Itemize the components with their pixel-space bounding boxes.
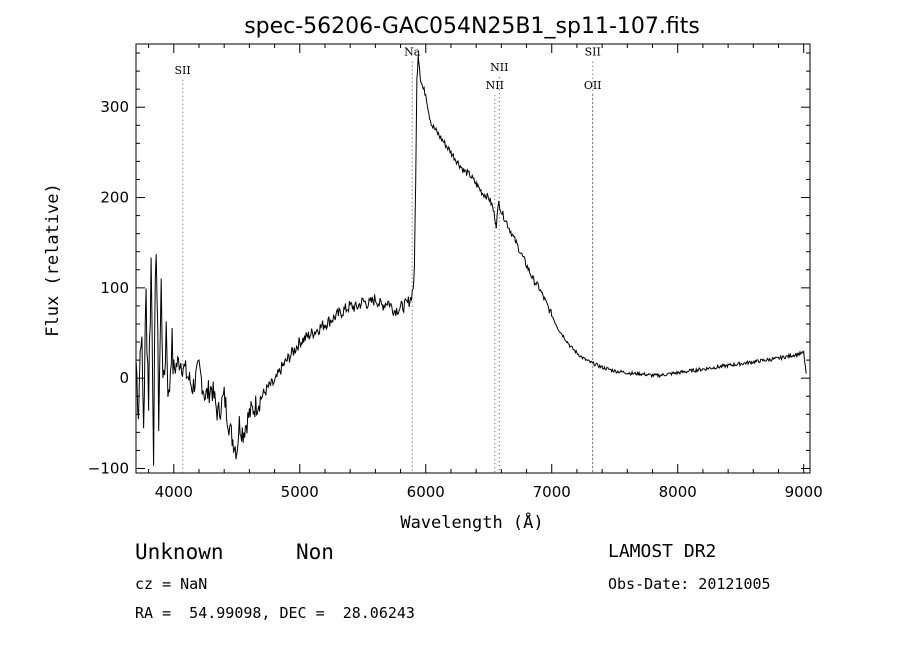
y-tick-label: 100	[100, 279, 129, 297]
y-tick-label: 0	[119, 369, 129, 387]
series-layer	[135, 54, 807, 466]
line-label-0: SII	[174, 64, 190, 77]
x-axis-label: Wavelength (Å)	[400, 511, 543, 533]
line-label-2: NII	[486, 79, 504, 92]
x-tick-label: 9000	[785, 483, 823, 501]
plot-border	[135, 43, 811, 474]
survey-name: LAMOST DR2	[608, 541, 717, 562]
x-tick-label: 6000	[407, 483, 445, 501]
y-axis-ticks: −100 0 100 200 300	[88, 52, 810, 477]
chart-title: spec-56206-GAC054N25B1_sp11-107.fits	[244, 14, 700, 39]
x-tick-label: 4000	[155, 483, 193, 501]
y-tick-label: 200	[100, 189, 129, 207]
line-label-4: OII	[584, 79, 602, 92]
x-axis-ticks: 4000 5000 6000 7000 8000 9000	[148, 44, 823, 501]
y-tick-label: −100	[88, 459, 129, 477]
line-label-5: SII	[585, 46, 601, 59]
coordinates: RA = 54.99098, DEC = 28.06243	[135, 604, 415, 622]
redshift-value: cz = NaN	[135, 575, 208, 593]
line-label-1: Na	[404, 46, 421, 59]
x-tick-label: 8000	[659, 483, 697, 501]
y-axis-label: Flux (relative)	[43, 183, 63, 337]
emission-line-markers: SII Na NII NII OII SII	[174, 46, 602, 473]
plot-frame	[135, 43, 811, 474]
x-tick-label: 5000	[281, 483, 319, 501]
object-class: Unknown	[135, 540, 224, 564]
series-line-0	[135, 54, 807, 466]
y-tick-label: 300	[100, 98, 129, 116]
obs-date: Obs-Date: 20121005	[608, 575, 771, 593]
line-label-3: NII	[490, 61, 508, 74]
object-subclass: Non	[296, 540, 334, 564]
x-tick-label: 7000	[533, 483, 571, 501]
